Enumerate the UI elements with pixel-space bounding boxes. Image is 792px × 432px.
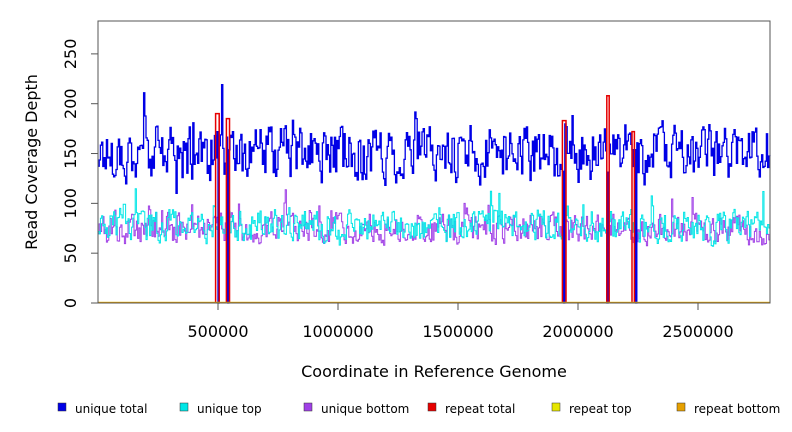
series-line-unique-top bbox=[98, 188, 771, 304]
x-tick-label: 1500000 bbox=[422, 322, 493, 341]
y-axis-label: Read Coverage Depth bbox=[22, 74, 41, 250]
y-tick-label: 250 bbox=[61, 39, 80, 70]
legend-swatch bbox=[57, 402, 67, 412]
x-tick-label: 2000000 bbox=[542, 322, 613, 341]
y-tick-label: 50 bbox=[61, 243, 80, 263]
y-tick-label: 100 bbox=[61, 188, 80, 219]
legend-swatch bbox=[179, 402, 189, 412]
legend-label: repeat top bbox=[569, 402, 632, 416]
legend: unique total unique top unique bottom repea… bbox=[57, 402, 780, 416]
series-line-repeat-total bbox=[561, 119, 567, 303]
y-tick-label: 150 bbox=[61, 138, 80, 169]
y-axis: 0 50 100 150 200 250 bbox=[61, 39, 98, 308]
legend-label: unique top bbox=[197, 402, 262, 416]
x-axis-label: Coordinate in Reference Genome bbox=[301, 362, 567, 381]
x-tick-label: 500000 bbox=[187, 322, 248, 341]
legend-swatch bbox=[676, 402, 686, 412]
y-tick-label: 200 bbox=[61, 88, 80, 119]
legend-label: unique total bbox=[75, 402, 147, 416]
series-line-repeat-total bbox=[225, 117, 231, 303]
series-line-unique-total bbox=[98, 84, 771, 304]
x-tick-label: 2500000 bbox=[662, 322, 733, 341]
legend-label: unique bottom bbox=[321, 402, 409, 416]
x-axis: 500000 1000000 1500000 2000000 2500000 bbox=[187, 303, 734, 341]
legend-label: repeat bottom bbox=[694, 402, 780, 416]
legend-swatch bbox=[303, 402, 313, 412]
legend-label: repeat total bbox=[445, 402, 515, 416]
y-tick-label: 0 bbox=[61, 298, 80, 308]
series-line-repeat-total bbox=[214, 112, 220, 303]
series-line-repeat-total bbox=[631, 130, 636, 303]
plot-frame bbox=[97, 20, 771, 304]
x-tick-label: 1000000 bbox=[302, 322, 373, 341]
legend-swatch bbox=[551, 402, 561, 412]
series-line-repeat-total bbox=[606, 94, 610, 303]
legend-swatch bbox=[427, 402, 437, 412]
